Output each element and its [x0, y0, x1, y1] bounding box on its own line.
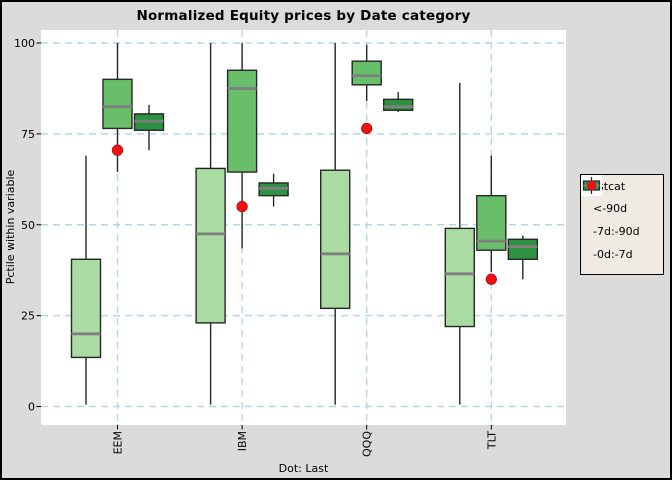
legend-item: -7d:-90d — [581, 175, 663, 242]
y-tick-label: 100 — [14, 37, 35, 50]
box — [195, 167, 226, 324]
box — [320, 169, 351, 310]
y-tick-label: 25 — [21, 310, 35, 323]
box — [70, 258, 102, 359]
x-tick-label: TLT — [485, 431, 498, 450]
chart-title: Normalized Equity prices by Date categor… — [136, 8, 471, 24]
x-tick-label: EEM — [112, 431, 125, 454]
box — [507, 238, 538, 260]
legend-item: <-90d — [581, 175, 663, 219]
box — [351, 60, 382, 86]
legend-label: <-90d — [593, 201, 628, 215]
box — [383, 98, 414, 111]
x-axis-title: Dot: Last — [278, 462, 329, 475]
boxplot-key-with-dot-icon — [581, 175, 602, 196]
last-value-dot — [485, 273, 497, 285]
legend-item: -0d:-7d — [581, 175, 663, 265]
last-value-dot — [111, 144, 124, 156]
legend-label: -0d:-7d — [593, 247, 633, 261]
y-tick-label: 0 — [28, 401, 35, 414]
y-tick-label: 75 — [21, 128, 35, 141]
legend-label: -7d:-90d — [593, 224, 640, 238]
box — [226, 69, 258, 173]
box — [444, 227, 475, 328]
y-tick-label: 50 — [21, 219, 35, 232]
box — [102, 78, 133, 130]
x-tick-label: IBM — [236, 431, 249, 451]
last-value-dot — [361, 122, 373, 135]
legend: histcat <-90d -7d:-90d -0 — [580, 174, 664, 275]
last-value-dot — [236, 200, 248, 213]
x-tick-label: QQQ — [361, 431, 374, 457]
